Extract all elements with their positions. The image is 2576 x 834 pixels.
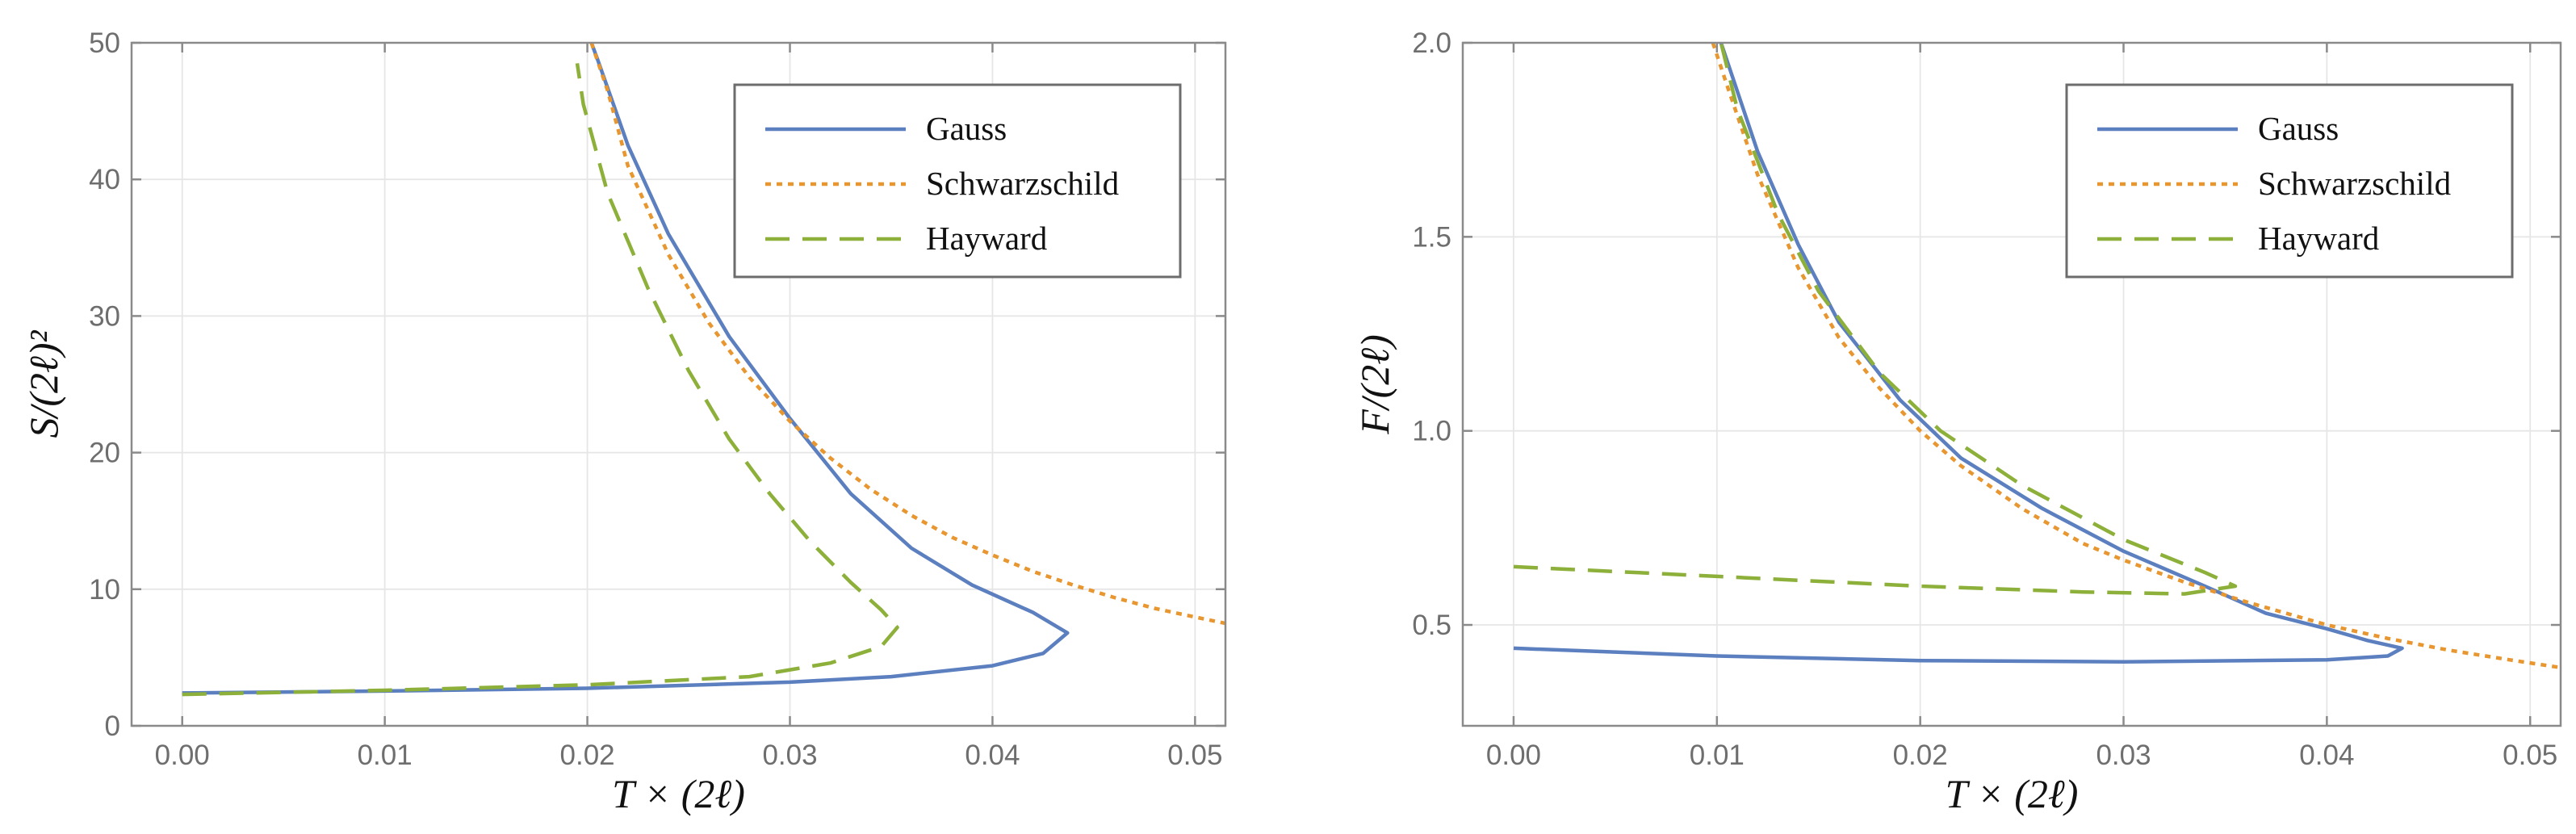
series-line-hayward <box>1513 43 2238 596</box>
series-line-hayward <box>182 63 899 697</box>
x-tick-label: 0.04 <box>2299 740 2354 771</box>
entropy-panel: 0.00 0.01 0.02 0.03 0.04 0.05 0 10 20 30 40 50 T × (… <box>21 27 1227 816</box>
series-line-gauss <box>1513 43 2404 664</box>
x-tick-label: 0.03 <box>762 740 817 771</box>
y-tick-label: 50 <box>89 27 120 59</box>
y-tick-label: 0.5 <box>1412 610 1451 641</box>
legend-label-hayward: Hayward <box>2258 220 2379 257</box>
x-tick-label: 0.02 <box>560 740 615 771</box>
legend-label-gauss: Gauss <box>926 110 1007 147</box>
legend: Gauss Schwarzschild Hayward <box>2065 83 2514 279</box>
y-tick-label: 1.0 <box>1412 416 1451 447</box>
series-line-gauss <box>182 43 1070 695</box>
y-tick-label: 30 <box>89 300 120 332</box>
x-tick-label: 0.05 <box>1167 740 1222 771</box>
plot-frame <box>1461 41 2562 727</box>
x-axis-title: T × (2ℓ) <box>1946 771 2079 816</box>
y-axis-title: S/(2ℓ)² <box>21 329 66 438</box>
x-tick-label: 0.04 <box>965 740 1020 771</box>
y-tick-label: 2.0 <box>1412 27 1451 59</box>
x-tick-label: 0.05 <box>2503 740 2557 771</box>
y-tick-label: 0 <box>105 710 120 742</box>
legend-label-gauss: Gauss <box>2258 110 2339 147</box>
y-tick-label: 20 <box>89 438 120 469</box>
x-tick-label: 0.01 <box>1690 740 1745 771</box>
x-tick-label: 0.02 <box>1893 740 1948 771</box>
x-tick-label: 0.00 <box>1486 740 1541 771</box>
legend: Gauss Schwarzschild Hayward <box>733 83 1182 279</box>
plot-frame <box>130 41 1227 727</box>
series-group <box>1513 43 2561 670</box>
legend-box <box>2065 83 2514 279</box>
x-tick-label: 0.00 <box>155 740 210 771</box>
free-energy-panel: 0.00 0.01 0.02 0.03 0.04 0.05 0.5 1.0 1.5 2.0 T × … <box>1352 27 2562 816</box>
y-axis-title: F/(2ℓ) <box>1352 334 1397 435</box>
legend-label-schwarzschild: Schwarzschild <box>2258 165 2451 202</box>
legend-box <box>733 83 1182 279</box>
legend-label-schwarzschild: Schwarzschild <box>926 165 1119 202</box>
series-group <box>182 43 1225 697</box>
y-tick-label: 10 <box>89 574 120 606</box>
series-line-schwarzschild <box>1711 43 2561 670</box>
legend-label-hayward: Hayward <box>926 220 1047 257</box>
y-tick-label: 1.5 <box>1412 221 1451 253</box>
x-tick-label: 0.01 <box>358 740 413 771</box>
x-axis-title: T × (2ℓ) <box>612 771 745 816</box>
x-tick-label: 0.03 <box>2096 740 2151 771</box>
y-tick-label: 40 <box>89 164 120 195</box>
